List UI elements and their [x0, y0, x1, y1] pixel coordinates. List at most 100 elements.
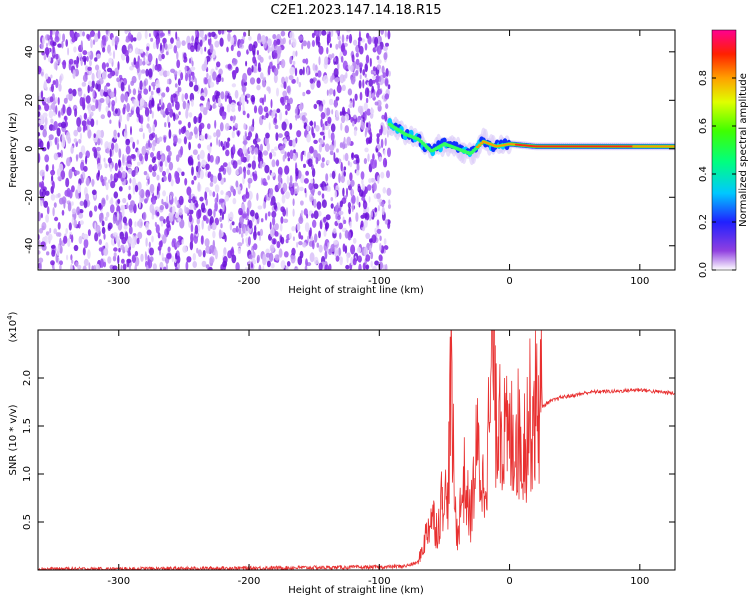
spectral-line-peak [475, 146, 480, 148]
spectrogram-noise-blob [151, 97, 155, 107]
spectrogram-noise-blob [350, 76, 356, 85]
spectrogram-noise-blob [71, 216, 74, 226]
spectrogram-noise-blob [67, 238, 71, 247]
spectrogram-noise-blob [215, 129, 221, 138]
spectrogram-noise-blob [101, 62, 106, 70]
spectrogram-noise-blob [359, 91, 363, 101]
spectrogram-noise-blob [324, 124, 329, 130]
spectrogram-noise-blob [289, 149, 294, 160]
spectrogram-noise-blob [127, 193, 132, 201]
spectrogram-noise-blob [333, 89, 336, 97]
spectrogram-noise-blob [107, 157, 112, 164]
spectrogram-noise-blob [64, 115, 68, 122]
spectrogram-noise-blob [199, 196, 204, 202]
spectrogram-noise-blob [134, 47, 139, 55]
spectrogram-noise-blob [49, 96, 54, 103]
spectrogram-noise-blob [187, 156, 193, 166]
spectrogram-noise-blob [120, 204, 126, 211]
spectrogram-noise-blob [112, 265, 118, 270]
spectrogram-noise-blob [137, 149, 140, 158]
spectrogram-noise-blob [118, 186, 123, 192]
spectrogram-noise-blob [134, 221, 137, 228]
spectrogram-noise-blob [113, 247, 118, 252]
spectrogram-noise-blob [364, 110, 367, 121]
spectrogram-noise-blob [178, 208, 183, 216]
spectrogram-noise-blob [346, 30, 351, 33]
spectrogram-noise-blob [222, 145, 225, 151]
spectrogram-noise-blob [367, 153, 370, 162]
spectrogram-noise-blob [71, 37, 76, 43]
spectrogram-noise-blob [232, 144, 236, 154]
spectrogram-noise-blob [213, 132, 217, 138]
spectrogram-noise-blob [168, 215, 174, 223]
spectrogram-noise-blob [256, 84, 261, 91]
spectrogram-noise-blob [159, 161, 163, 167]
spectrogram-noise-blob [85, 193, 89, 202]
spectrogram-noise-blob [152, 64, 155, 72]
spectrogram-noise-blob [184, 178, 188, 186]
spectrogram-noise-blob [370, 210, 373, 218]
spectrogram-noise-blob [321, 157, 325, 163]
spectrogram-noise-blob [296, 130, 302, 138]
spectrogram-noise-blob [271, 159, 276, 168]
spectrogram-ytick-label: 40 [24, 45, 35, 58]
spectrogram-noise-blob [97, 169, 100, 178]
spectrogram-noise-blob [82, 50, 88, 56]
spectrogram-noise-blob [344, 125, 349, 134]
spectrogram-noise-blob [49, 227, 52, 234]
spectrogram-noise-blob [103, 157, 106, 163]
spectrogram-noise-blob [285, 238, 289, 244]
spectrogram-noise-blob [352, 98, 355, 108]
spectrogram-noise-blob [127, 252, 132, 257]
spectrogram-noise-blob [355, 52, 359, 58]
spectrogram-noise-blob [377, 82, 380, 91]
spectrogram-noise-blob [274, 231, 279, 237]
spectrogram-noise-blob [170, 179, 174, 187]
spectrogram-noise-blob [70, 264, 73, 270]
spectrogram-noise-blob [95, 64, 100, 71]
spectrogram-noise-blob [136, 161, 141, 166]
spectrogram-noise-blob [277, 182, 281, 190]
spectrogram-noise-blob [55, 96, 58, 102]
spectrogram-noise-blob [335, 96, 340, 101]
spectrogram-noise-blob [334, 157, 339, 164]
spectrogram-noise-blob [198, 154, 201, 161]
spectrogram-noise-blob [125, 54, 130, 64]
spectrogram-noise-blob [177, 138, 182, 144]
spectrogram-noise-blob [53, 152, 59, 161]
spectrogram-noise-blob [315, 157, 319, 165]
spectrogram-noise-blob [368, 78, 373, 87]
spectrogram-noise-blob [248, 260, 252, 269]
spectrogram-noise-blob [384, 219, 389, 225]
spectrogram-noise-blob [185, 261, 189, 270]
spectrogram-noise-blob [124, 123, 127, 134]
spectrogram-noise-blob [376, 45, 382, 55]
spectrogram-noise-blob [273, 239, 276, 245]
spectrogram-noise-blob [95, 263, 100, 270]
spectrogram-noise-blob [131, 254, 136, 263]
spectrogram-noise-blob [83, 112, 88, 120]
spectrogram-noise-blob [340, 122, 343, 131]
spectrogram-noise-blob [75, 189, 79, 199]
spectrogram-noise-blob [151, 197, 157, 205]
spectrogram-noise-blob [309, 146, 314, 154]
spectrogram-noise-blob [96, 146, 101, 152]
spectrogram-noise-blob [98, 239, 103, 245]
spectrogram-noise-blob [146, 46, 150, 51]
spectrogram-noise-blob [276, 57, 280, 64]
spectrogram-noise-blob [112, 255, 117, 262]
spectrogram-noise-blob [382, 45, 388, 52]
spectrogram-noise-blob [263, 115, 267, 121]
spectrogram-noise-blob [199, 105, 205, 112]
spectrogram-noise-blob [274, 254, 280, 261]
spectrogram-noise-blob [366, 137, 369, 145]
spectrogram-noise-blob [388, 70, 391, 77]
spectrogram-noise-blob [200, 235, 204, 245]
spectrogram-noise-blob [197, 249, 202, 257]
spectrogram-noise-blob [50, 193, 56, 201]
spectrogram-noise-blob [83, 165, 88, 172]
spectrogram-noise-blob [81, 97, 86, 106]
spectrogram-noise-blob [300, 151, 304, 162]
colorbar-tick-label: 0.4 [698, 166, 709, 182]
snr-xtick-label: -300 [107, 576, 130, 587]
